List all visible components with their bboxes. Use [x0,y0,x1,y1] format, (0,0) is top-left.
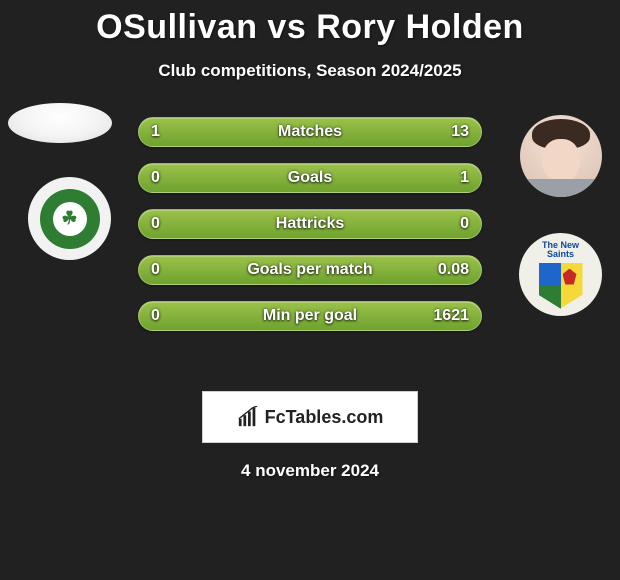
brand-badge: FcTables.com [202,391,418,443]
stat-right-value: 0.08 [438,261,469,279]
stat-label: Min per goal [263,307,357,325]
stat-label: Goals [288,169,332,187]
stat-right-value: 1 [460,169,469,187]
timestamp: 4 november 2024 [0,461,620,481]
shamrock-icon: ☘ [53,202,87,236]
comparison-stage: ☘ The New Saints 1 Matches 13 0 Goals 1 … [0,117,620,377]
stat-right-value: 13 [451,123,469,141]
bars-chart-icon [237,406,259,428]
page-title: OSullivan vs Rory Holden [0,0,620,47]
shield-icon [539,263,583,309]
stat-left-value: 1 [151,123,160,141]
stat-bars: 1 Matches 13 0 Goals 1 0 Hattricks 0 0 G… [138,117,482,347]
stat-row-goals: 0 Goals 1 [138,163,482,193]
stat-left-value: 0 [151,261,160,279]
stat-right-value: 0 [460,215,469,233]
brand-text: FcTables.com [265,407,384,428]
stat-row-min-per-goal: 0 Min per goal 1621 [138,301,482,331]
stat-label: Goals per match [247,261,372,279]
club-right-crest: The New Saints [519,233,602,316]
stat-row-matches: 1 Matches 13 [138,117,482,147]
club-left-crest: ☘ [28,177,111,260]
player-right-photo [520,115,602,197]
player-left-photo [8,103,112,143]
stat-label: Matches [278,123,342,141]
stat-label: Hattricks [276,215,344,233]
stat-left-value: 0 [151,307,160,325]
stat-left-value: 0 [151,169,160,187]
stat-row-hattricks: 0 Hattricks 0 [138,209,482,239]
page-subtitle: Club competitions, Season 2024/2025 [0,61,620,81]
stat-row-goals-per-match: 0 Goals per match 0.08 [138,255,482,285]
stat-right-value: 1621 [433,307,469,325]
crest-right-banner-bottom: Saints [547,249,574,259]
stat-left-value: 0 [151,215,160,233]
